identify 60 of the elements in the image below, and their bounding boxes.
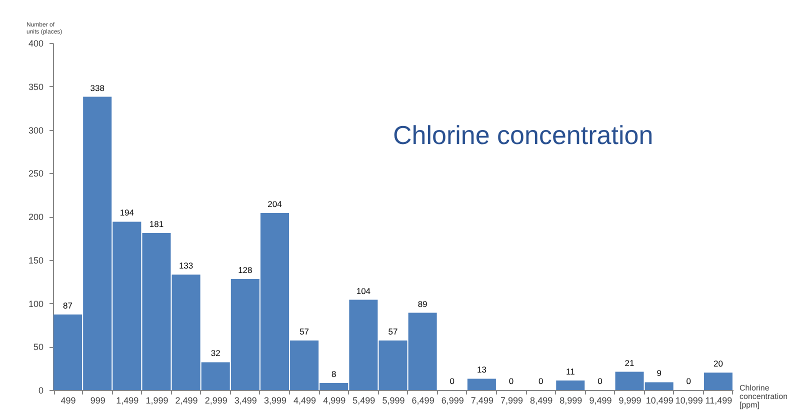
data-label: 338: [90, 82, 105, 93]
y-tick-label: 50: [33, 342, 44, 352]
x-tick-label: 3,499: [234, 396, 257, 406]
data-label: 0: [450, 376, 455, 386]
data-label: 11: [566, 366, 576, 376]
x-tick-label: 8,999: [560, 396, 582, 406]
data-label: 57: [388, 326, 398, 337]
x-tick-label: 499: [60, 396, 76, 406]
bar: [467, 378, 496, 390]
x-tick-label: 7,999: [500, 396, 524, 406]
data-label: 204: [268, 199, 282, 210]
bar: [556, 380, 585, 390]
data-label: 87: [63, 300, 73, 311]
x-tick-label: 9,499: [589, 396, 612, 406]
bar: [704, 372, 732, 390]
data-label: 0: [508, 376, 514, 386]
data-label: 8: [332, 369, 336, 380]
x-tick-label: 4,999: [323, 396, 346, 406]
x-axis-title: Chlorine concentration [ppm]: [740, 384, 788, 410]
data-label: 0: [686, 376, 692, 386]
data-label: 0: [598, 376, 603, 386]
x-tick-label: 6,499: [412, 396, 434, 406]
y-tick-label: 150: [28, 255, 44, 266]
y-tick-label: 400: [28, 38, 44, 48]
x-tick-label: 2,499: [175, 396, 198, 406]
x-tick-label: 11,499: [705, 396, 732, 406]
x-tick-label: 2,999: [204, 396, 228, 406]
x-tick-label: 999: [90, 396, 106, 406]
data-label: 0: [538, 376, 544, 386]
y-tick-label: 300: [28, 125, 44, 136]
data-label: 128: [238, 264, 253, 275]
x-tick-label: 10,999: [675, 396, 703, 406]
y-tick-label: 250: [28, 168, 44, 179]
data-label: 194: [120, 208, 134, 218]
x-tick-label: 9,999: [618, 396, 642, 406]
data-label: 181: [149, 218, 164, 229]
y-tick-label: 0: [38, 386, 44, 396]
x-tick-label: 10,499: [646, 396, 674, 406]
x-tick-label: 4,499: [294, 396, 316, 406]
y-tick-label: 350: [28, 82, 44, 92]
y-tick-label: 200: [28, 212, 44, 222]
data-label: 21: [624, 358, 635, 368]
x-tick-label: 5,499: [352, 396, 376, 406]
data-label: 13: [476, 364, 487, 375]
text: Chlorine concentration: [393, 120, 654, 150]
x-tick-label: 7,499: [470, 396, 494, 406]
data-label: 133: [178, 260, 194, 271]
x-tick-label: 1,999: [146, 396, 168, 406]
data-label: 89: [418, 298, 428, 309]
x-tick-label: 1,499: [116, 396, 139, 406]
data-label: 32: [210, 348, 221, 358]
data-label: 20: [713, 358, 724, 369]
data-label: 9: [656, 368, 662, 378]
x-tick-label: 5,999: [382, 396, 405, 406]
data-label: 57: [300, 326, 310, 337]
y-tick-label: 100: [28, 298, 44, 309]
x-tick-label: 6,999: [441, 396, 464, 406]
data-label: 104: [356, 286, 371, 296]
x-tick-label: 8,499: [530, 396, 553, 406]
x-tick-label: 3,999: [264, 396, 287, 406]
